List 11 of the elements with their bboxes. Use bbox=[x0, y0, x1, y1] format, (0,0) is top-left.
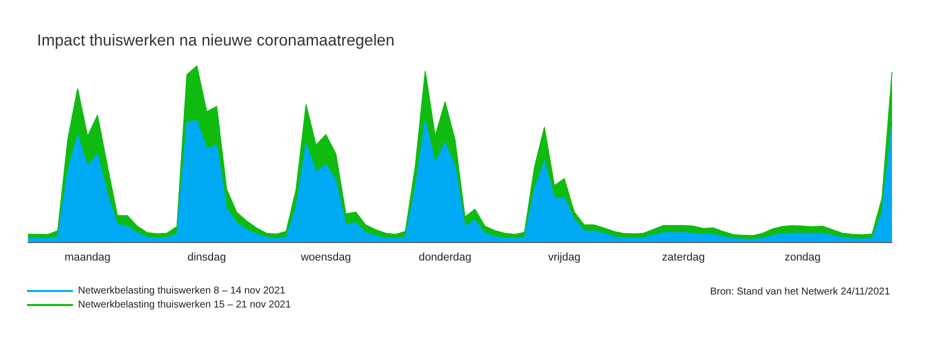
x-tick-label: dinsdag bbox=[187, 252, 226, 264]
x-tick-label: woensdag bbox=[300, 252, 352, 264]
legend-label: Netwerkbelasting thuiswerken 15 – 21 nov 2021 bbox=[78, 300, 292, 310]
chart-title: Impact thuiswerken na nieuwe coronamaatregelen bbox=[37, 32, 395, 50]
x-tick-label: donderdag bbox=[418, 252, 472, 264]
x-tick-label: zondag bbox=[784, 252, 821, 264]
x-tick-label: maandag bbox=[64, 252, 111, 264]
legend-label: Netwerkbelasting thuiswerken 8 – 14 nov 2021 bbox=[78, 286, 286, 296]
x-tick-label: vrijdag bbox=[548, 252, 580, 264]
text: Bron: Stand van het Netwerk 24/11/2021 bbox=[710, 286, 890, 298]
x-tick-label: zaterdag bbox=[662, 252, 705, 264]
